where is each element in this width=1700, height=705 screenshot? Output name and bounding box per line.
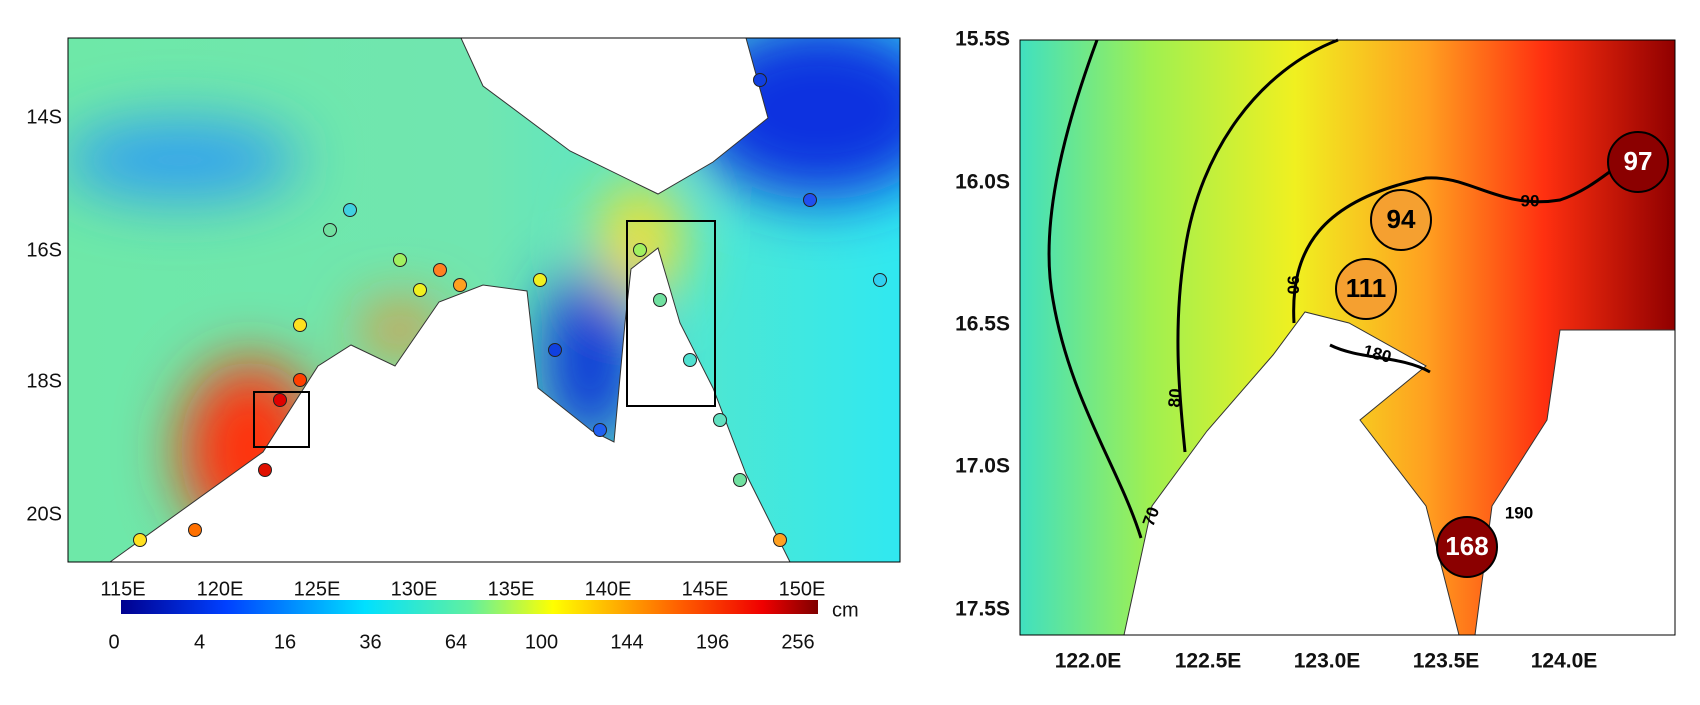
left-map — [68, 38, 900, 562]
x-tick-label: 123.0E — [1294, 650, 1361, 673]
contour-label: 80 — [1165, 388, 1186, 409]
y-tick-label: 16.0S — [955, 171, 1010, 194]
colorbar-tick-label: 16 — [274, 631, 296, 653]
x-tick-label: 115E — [100, 578, 145, 600]
colorbar-tick-label: 0 — [108, 631, 119, 653]
station-marker — [1436, 516, 1498, 578]
station-dot — [188, 523, 202, 537]
station-dot — [633, 243, 647, 257]
contour — [1329, 343, 1431, 374]
right-map — [1019, 38, 1676, 636]
station-dot — [733, 473, 747, 487]
stations — [133, 73, 887, 547]
station-dot — [393, 253, 407, 267]
y-tick-label: 15.5S — [955, 28, 1010, 51]
land — [460, 38, 769, 195]
station-marker — [1607, 131, 1669, 193]
frame — [1019, 39, 1676, 636]
station-dot — [533, 273, 547, 287]
station-dot — [548, 343, 562, 357]
station-dot — [343, 203, 357, 217]
station-dot — [258, 463, 272, 477]
y-tick-label: 17.5S — [955, 598, 1010, 621]
colorbar-tick-label: 256 — [781, 631, 814, 653]
station-dot — [453, 278, 467, 292]
colorbar-tick-label: 144 — [610, 631, 643, 653]
land — [109, 247, 791, 562]
contour — [1047, 39, 1143, 539]
station-label: 97 — [1624, 146, 1653, 176]
station-dot — [293, 373, 307, 387]
station-label: 111 — [1346, 273, 1387, 303]
x-tick-label: 124.0E — [1531, 650, 1598, 673]
x-tick-label: 122.0E — [1055, 650, 1122, 673]
station-dot — [593, 423, 607, 437]
x-tick-label: 122.5E — [1175, 650, 1242, 673]
contour-label: 90 — [1284, 276, 1303, 295]
station-marker — [1370, 189, 1432, 251]
station-marker — [1335, 258, 1397, 320]
x-tick-label: 130E — [391, 578, 438, 600]
y-tick-label: 20S — [26, 503, 62, 525]
contour — [1292, 160, 1625, 324]
station-dot — [683, 353, 697, 367]
contour-label: 90 — [1521, 191, 1540, 210]
y-tick-label: 16.5S — [955, 313, 1010, 336]
colorbar-unit: cm — [832, 599, 859, 621]
station-dot — [803, 193, 817, 207]
y-tick-label: 14S — [26, 106, 62, 128]
station-dot — [753, 73, 767, 87]
colorbar-tick-label: 64 — [445, 631, 467, 653]
station-dot — [293, 318, 307, 332]
station-label: 94 — [1387, 204, 1416, 234]
y-tick-label: 17.0S — [955, 455, 1010, 478]
contour — [1176, 38, 1339, 453]
station-dot — [873, 273, 887, 287]
y-tick-label: 16S — [26, 239, 62, 261]
colorbar-tick-label: 100 — [525, 631, 558, 653]
frame — [67, 37, 901, 563]
station-dot — [433, 263, 447, 277]
contour-label: 190 — [1505, 503, 1533, 522]
x-tick-label: 140E — [585, 578, 632, 600]
colorbar — [121, 600, 818, 614]
station-label: 168 — [1445, 531, 1488, 561]
colorbar-tick-label: 36 — [359, 631, 381, 653]
inset-box — [626, 220, 716, 407]
station-dot — [323, 223, 337, 237]
x-tick-label: 150E — [779, 578, 826, 600]
colorbar-tick-label: 4 — [194, 631, 205, 653]
x-tick-label: 123.5E — [1413, 650, 1480, 673]
station-dot — [773, 533, 787, 547]
station-dot — [133, 533, 147, 547]
station-dot — [273, 393, 287, 407]
station-dot — [413, 283, 427, 297]
x-tick-label: 125E — [294, 578, 341, 600]
x-tick-label: 120E — [197, 578, 244, 600]
station-dot — [653, 293, 667, 307]
colorbar-tick-label: 196 — [696, 631, 729, 653]
station-dot — [713, 413, 727, 427]
x-tick-label: 135E — [488, 578, 535, 600]
inset-box — [253, 391, 310, 448]
y-tick-label: 18S — [26, 370, 62, 392]
x-tick-label: 145E — [682, 578, 729, 600]
